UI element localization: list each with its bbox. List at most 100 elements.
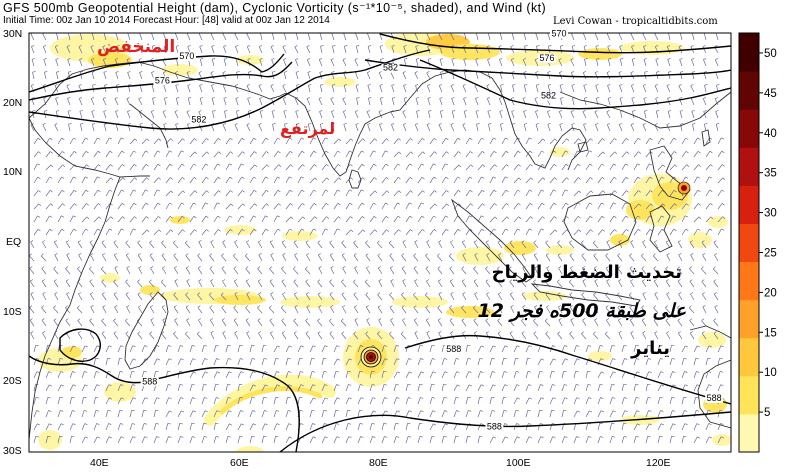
wind-barb-flag: [374, 138, 378, 141]
wind-barb: [309, 150, 315, 158]
wind-barb: [365, 294, 371, 301]
wind-barb: [693, 228, 698, 236]
wind-barb-flag: [205, 163, 209, 166]
wind-barb: [125, 281, 131, 288]
wind-barb: [473, 268, 479, 275]
wind-barb: [583, 98, 587, 106]
wind-barb: [653, 268, 659, 275]
wind-barb: [594, 33, 599, 41]
wind-barb: [561, 229, 567, 236]
wind-barb: [705, 176, 710, 184]
wind-barb-flag: [426, 279, 430, 282]
wind-barb: [225, 345, 229, 353]
wind-barb-flag: [438, 331, 442, 334]
wind-barb: [597, 371, 602, 379]
wind-barb-flag: [326, 216, 330, 219]
wind-barb: [342, 59, 347, 67]
wind-barb: [500, 85, 503, 93]
wind-barb: [705, 384, 710, 392]
wind-barb: [319, 111, 323, 119]
wind-barb-flag: [593, 253, 597, 256]
wind-barb-flag: [295, 71, 299, 73]
wind-barb-flag: [289, 436, 293, 439]
wind-barb-flag: [698, 216, 702, 220]
wind-barb: [573, 202, 578, 210]
wind-barb: [177, 410, 182, 418]
wind-barb-flag: [673, 190, 677, 193]
wind-barb-flag: [563, 409, 567, 412]
wind-barb-flag: [302, 216, 306, 220]
wind-barb: [321, 150, 326, 158]
wind-barb-flag: [197, 266, 201, 269]
wind-barb: [249, 397, 253, 405]
wind-barb-flag: [690, 45, 694, 48]
wind-barb-flag: [480, 410, 484, 412]
wind-barb: [175, 85, 179, 93]
wind-barb: [185, 307, 191, 314]
wind-barb: [153, 138, 159, 145]
wind-barb-flag: [642, 331, 646, 334]
wind-barb: [333, 345, 338, 353]
wind-barb: [213, 384, 217, 392]
wind-barb: [489, 137, 494, 145]
wind-barb: [617, 268, 623, 275]
wind-barb-flag: [228, 410, 232, 413]
wind-barb-flag: [623, 344, 627, 347]
wind-barb-flag: [691, 58, 695, 60]
wind-barb: [473, 281, 479, 288]
wind-barb: [77, 332, 83, 340]
wind-barb-flag: [37, 423, 41, 426]
wind-barb: [429, 190, 435, 197]
wind-barb-flag: [277, 345, 281, 348]
wind-barb-flag: [85, 228, 89, 231]
wind-barb: [249, 410, 253, 418]
wind-barb-flag: [392, 97, 396, 99]
wind-barb: [570, 267, 575, 275]
wind-barb: [345, 358, 350, 366]
wind-barb-flag: [710, 164, 713, 167]
wind-barb-flag: [258, 240, 261, 243]
wind-barb-flag: [367, 84, 371, 86]
wind-barb: [621, 215, 626, 223]
wind-barb-flag: [659, 344, 663, 347]
wind-barb-flag: [66, 292, 70, 295]
wind-barb: [261, 358, 265, 366]
wind-barb-flag: [80, 123, 84, 125]
wind-barb: [414, 332, 419, 340]
wind-barb-flag: [29, 305, 33, 308]
wind-barb-flag: [419, 435, 424, 438]
wind-barb: [93, 423, 97, 431]
wind-barb-flag: [625, 229, 629, 232]
wind-barb-flag: [337, 202, 341, 206]
wind-barb: [309, 137, 314, 145]
wind-barb: [149, 333, 155, 340]
wind-barb: [537, 150, 542, 158]
wind-barb-flag: [113, 292, 117, 295]
wind-barb-flag: [332, 84, 336, 86]
wind-barb: [501, 164, 507, 171]
wind-barb: [393, 371, 398, 379]
wind-barb: [81, 203, 87, 210]
wind-barb-flag: [258, 123, 262, 126]
wind-barb-flag: [48, 423, 52, 426]
wind-barb-flag: [503, 396, 507, 399]
wind-barb: [688, 307, 695, 314]
wind-barb: [201, 436, 205, 444]
wind-barb-flag: [410, 190, 414, 193]
cyclone-center: [360, 346, 382, 368]
wind-barb: [309, 397, 314, 405]
wind-barb-flag: [300, 384, 304, 387]
wind-barb: [569, 255, 575, 262]
wind-barb: [189, 151, 196, 158]
wind-barb: [441, 203, 447, 210]
wind-barb-flag: [391, 45, 395, 47]
wind-barb-flag: [365, 240, 368, 243]
wind-barb-flag: [131, 370, 135, 373]
wind-barb-flag: [264, 410, 268, 412]
contour-label-bg: [485, 422, 504, 432]
wind-barb-flag: [474, 292, 478, 295]
wind-barb: [114, 267, 119, 275]
wind-barb-flag: [344, 45, 348, 47]
wind-barb: [594, 111, 599, 119]
wind-barb: [429, 345, 433, 353]
